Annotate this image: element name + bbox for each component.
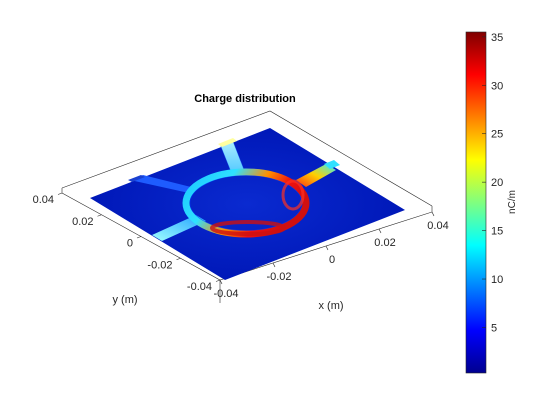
colorbar-gradient	[465, 31, 487, 374]
substrate	[90, 128, 405, 280]
x-tick-mark	[378, 228, 382, 234]
colorbar-tick-label: 20	[491, 177, 503, 189]
y-tick-label: 0	[127, 238, 133, 250]
colorbar-tick-label: 30	[491, 80, 503, 92]
colorbar-ticks: 5 10 15 20 25 30 35	[482, 32, 503, 334]
chart-title: Charge distribution	[194, 93, 296, 105]
colorbar-tick-label: 10	[491, 274, 503, 286]
colorbar-tick-label: 35	[491, 32, 503, 44]
colorbar-tick-label: 5	[491, 322, 497, 334]
x-tick-mark	[219, 279, 223, 285]
feed-arm-back-tab	[218, 138, 237, 147]
x-tick-label: 0.02	[374, 237, 395, 249]
x-tick-label: 0.04	[427, 220, 448, 232]
colorbar-label: nC/m	[507, 190, 518, 214]
y-tick-label: 0.02	[72, 216, 93, 228]
x-tick-mark	[272, 262, 276, 268]
feed-arm-right-tab	[324, 160, 340, 169]
y-tick-mark	[97, 214, 102, 217]
x-tick-label: -0.04	[213, 288, 238, 300]
y-tick-mark	[215, 279, 221, 282]
y-axis-label: y (m)	[112, 294, 137, 306]
ring-hotspot-right	[281, 179, 305, 211]
colorbar-tick-label: 25	[491, 129, 503, 141]
y-tick-mark	[57, 192, 63, 195]
colorbar: 5 10 15 20 25 30 35 nC/m	[465, 31, 518, 374]
y-axis: -0.04 -0.02 0 0.02 0.04	[33, 192, 221, 293]
x-tick-label: -0.02	[266, 271, 291, 283]
x-tick-mark	[431, 211, 435, 217]
x-axis-label: x (m)	[318, 300, 343, 312]
x-tick-label: 0	[329, 254, 335, 266]
y-tick-label: -0.02	[147, 259, 172, 271]
ring-hotspot	[210, 220, 286, 236]
x-tick-mark	[325, 245, 329, 251]
feed-arm-right	[296, 164, 336, 187]
feed-arm-left	[130, 175, 195, 193]
y-tick-label: 0.04	[33, 194, 54, 206]
y-tick-mark	[136, 236, 142, 239]
colorbar-tick-label: 15	[491, 226, 503, 238]
feed-arm-left-tab	[128, 175, 145, 182]
y-tick-mark	[176, 257, 181, 261]
y-tick-label: -0.04	[187, 281, 212, 293]
x-axis: -0.04 -0.02 0 0.02 0.04	[213, 211, 449, 300]
